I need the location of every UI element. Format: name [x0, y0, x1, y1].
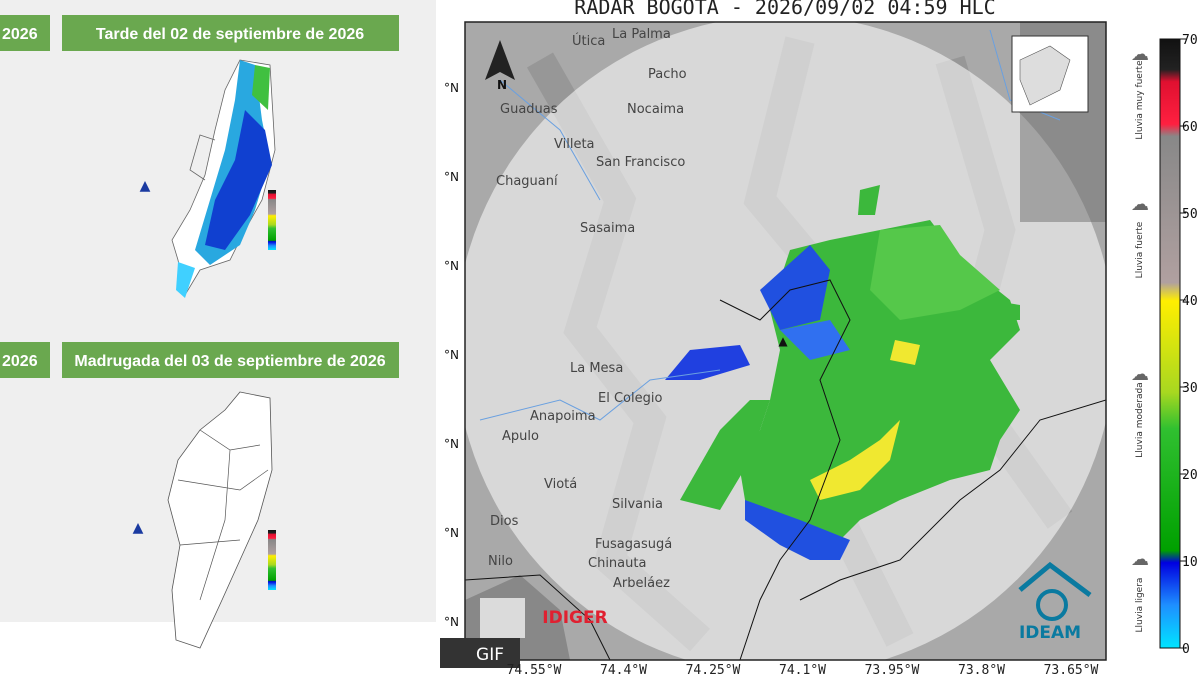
lat-label: °N — [444, 526, 459, 540]
lat-label: °N — [444, 615, 459, 629]
gif-badge — [440, 638, 520, 668]
place-label: Chinauta — [588, 556, 646, 571]
place-label: Pacho — [648, 67, 687, 82]
map-frame — [464, 21, 1107, 661]
rain-category: Lluvia ligera — [1135, 578, 1145, 633]
lon-label: 74.55°W — [507, 663, 562, 675]
lon-label: 73.8°W — [958, 663, 1005, 675]
place-label: Nilo — [488, 554, 513, 569]
lat-label: °N — [444, 437, 459, 451]
place-label: Sasaima — [580, 221, 635, 236]
forecast-map: ▲ — [133, 391, 276, 649]
svg-text:▲: ▲ — [140, 178, 151, 194]
lon-label: 73.65°W — [1044, 663, 1099, 675]
radar-map: ▲ — [465, 22, 1106, 660]
place-label: El Colegio — [598, 391, 662, 406]
place-label: Nocaima — [627, 102, 684, 117]
place-label: Fusagasugá — [595, 537, 672, 552]
north-label: N — [497, 78, 507, 92]
idiger-logo: IDIGER — [542, 608, 607, 628]
colorbar-tick-label: 70 — [1182, 33, 1198, 48]
lat-label: °N — [444, 259, 459, 273]
place-label: Villeta — [554, 137, 595, 152]
rain-category: Lluvia moderada — [1135, 382, 1145, 457]
colorbar-tick-label: 30 — [1182, 381, 1198, 396]
header-bar — [0, 15, 50, 51]
colorbar — [1159, 38, 1181, 649]
icon: ☁ — [1131, 194, 1149, 215]
place-label: La Palma — [612, 27, 671, 42]
panel-title: Madrugada del 03 de septiembre de 2026 — [74, 353, 385, 370]
place-label: Viotá — [544, 477, 577, 492]
lon-label: 73.95°W — [865, 663, 920, 675]
forecast-map: ▲ — [140, 59, 276, 298]
place-label: Útica — [572, 33, 605, 49]
place-label: Apulo — [502, 429, 539, 444]
panel-title: Tarde del 02 de septiembre de 2026 — [96, 26, 364, 43]
icon: ☁ — [1131, 549, 1149, 570]
lon-label: 74.1°W — [779, 663, 826, 675]
panel-side-label: 2026 — [2, 353, 38, 370]
lat-label: °N — [444, 81, 459, 95]
svg-text:▲: ▲ — [133, 520, 144, 536]
place-label: Dios — [490, 514, 519, 529]
header-bar — [62, 15, 399, 51]
colorbar-tick-label: 60 — [1182, 120, 1198, 135]
rain-category: Lluvia fuerte — [1135, 221, 1145, 278]
lat-label: °N — [444, 170, 459, 184]
colorbar-tick-label: 40 — [1182, 294, 1198, 309]
place-label: Anapoima — [530, 409, 596, 424]
lon-label: 74.4°W — [600, 663, 647, 675]
lon-label: 74.25°W — [686, 663, 741, 675]
place-label: Guaduas — [500, 102, 558, 117]
colorbar-tick-label: 0 — [1182, 642, 1190, 657]
gif-label: GIF — [476, 645, 504, 665]
place-label: La Mesa — [570, 361, 623, 376]
place-label: San Francisco — [596, 155, 685, 170]
icon: ☁ — [1131, 44, 1149, 65]
header-bar — [62, 342, 399, 378]
colorbar-tick-label: 10 — [1182, 555, 1198, 570]
place-label: Silvania — [612, 497, 663, 512]
colorbar-tick-label: 20 — [1182, 468, 1198, 483]
icon: ☁ — [1131, 364, 1149, 385]
lat-label: °N — [444, 348, 459, 362]
panel-side-label: 2026 — [2, 26, 38, 43]
ideam-logo: IDEAM — [1019, 623, 1081, 643]
place-label: Arbeláez — [613, 576, 670, 591]
place-label: Chaguaní — [496, 174, 558, 189]
colorbar-tick-label: 50 — [1182, 207, 1198, 222]
radar-title: RADAR BOGOTA - 2026/09/02 04:59 HLC — [574, 0, 995, 19]
rain-category: Lluvia muy fuerte — [1135, 60, 1145, 140]
header-bar — [0, 342, 50, 378]
svg-text:▲: ▲ — [778, 334, 788, 348]
